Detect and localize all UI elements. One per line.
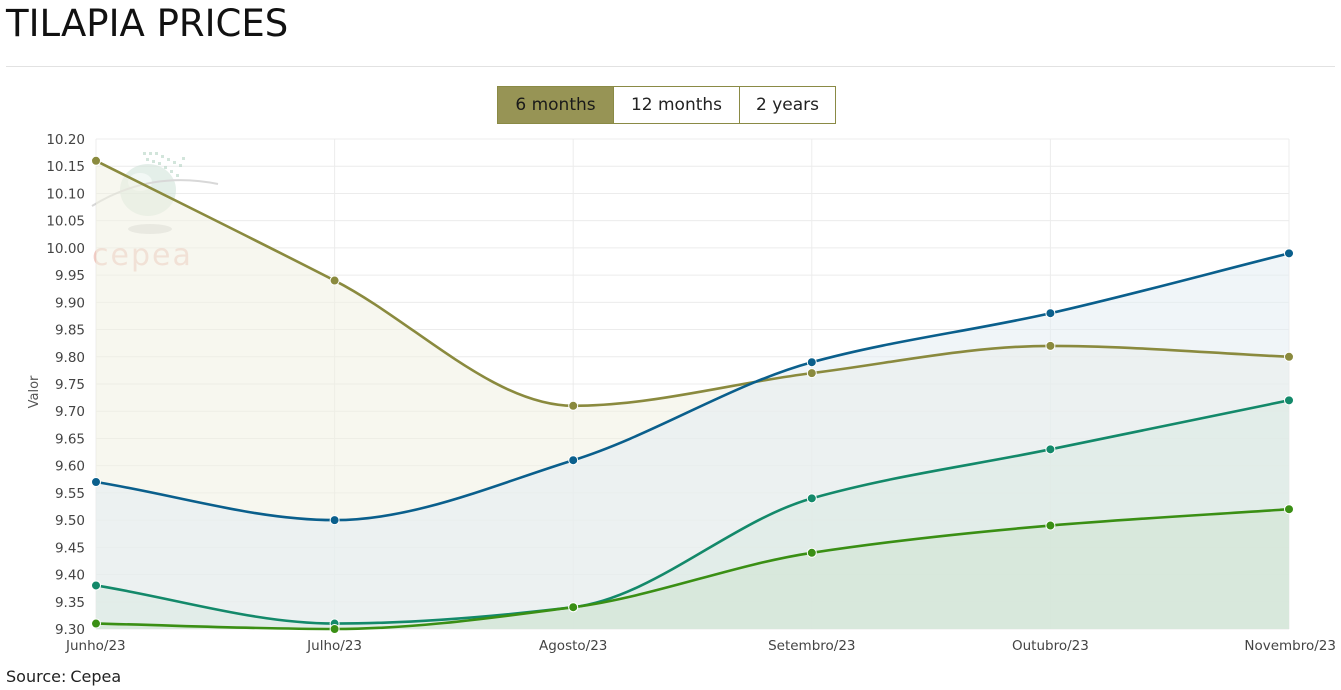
y-tick-label: 9.40 [55,568,85,584]
y-tick-label: 10.15 [46,159,85,175]
y-axis-ticks: 9.30 9.35 9.40 9.45 9.50 9.55 9.60 9.65 9.70 9.75… [46,132,85,638]
series-line-2[interactable] [95,399,1290,625]
data-point-series-3-4[interactable] [1045,520,1056,531]
series-line-1[interactable] [95,252,1290,522]
y-tick-label: 9.60 [55,459,85,475]
x-tick-label: Outubro/23 [1012,638,1089,654]
series-areas [96,160,1289,630]
series-points [91,155,1294,634]
y-tick-label: 9.50 [55,513,85,529]
source-name: Cepea [70,667,122,686]
source-note: Source: Cepea [6,667,121,686]
y-tick-label: 10.20 [46,132,85,148]
x-tick-label: Julho/23 [306,638,362,654]
y-tick-label: 10.10 [46,186,85,202]
data-point-series-2-0[interactable] [91,580,101,591]
y-tick-label: 10.05 [46,214,85,230]
series-line-3[interactable] [95,507,1290,631]
series-line-0[interactable] [95,159,1290,408]
y-tick-label: 9.45 [55,540,85,556]
data-point-series-0-1[interactable] [329,275,340,286]
source-prefix: Source: [6,667,67,686]
range-button-12-months[interactable]: 12 months [613,87,739,123]
data-point-series-3-0[interactable] [91,618,101,629]
data-point-series-0-0[interactable] [91,155,101,166]
data-point-series-2-4[interactable] [1045,444,1056,455]
y-axis-label: Valor [27,375,42,408]
data-point-series-0-3[interactable] [806,368,817,379]
tilapia-price-chart: cepea 9.309.359.409.459.509.559.609.659.… [27,132,1336,654]
data-point-series-1-3[interactable] [806,357,817,368]
y-tick-label: 9.80 [55,350,85,366]
data-point-series-1-0[interactable] [91,477,101,487]
data-point-series-1-2[interactable] [568,455,579,466]
title-divider [6,66,1335,67]
data-point-series-3-5[interactable] [1284,504,1294,515]
y-tick-label: 9.55 [55,486,85,502]
data-point-series-3-2[interactable] [568,602,579,613]
data-point-series-1-4[interactable] [1045,308,1056,319]
data-point-series-3-3[interactable] [806,547,817,558]
y-tick-label: 9.35 [55,595,85,611]
x-tick-label: Agosto/23 [539,638,607,654]
data-point-series-3-1[interactable] [329,624,340,634]
y-tick-label: 9.90 [55,295,85,311]
y-tick-label: 9.30 [55,622,85,638]
x-axis-ticks: Junho/23 Julho/23 Agosto/23 Setembro/23 Outu… [65,638,1336,654]
data-point-series-1-5[interactable] [1284,248,1294,259]
y-tick-label: 9.70 [55,404,85,420]
range-button-2-years[interactable]: 2 years [739,87,835,123]
data-point-series-0-4[interactable] [1045,340,1056,351]
y-tick-label: 9.85 [55,323,85,339]
data-point-series-1-1[interactable] [329,515,340,526]
data-point-series-2-5[interactable] [1284,395,1294,406]
data-point-series-0-2[interactable] [568,400,579,411]
range-toggle: 6 months 12 months 2 years [497,86,836,124]
x-tick-label: Junho/23 [65,638,126,654]
range-button-6-months[interactable]: 6 months [498,87,613,123]
x-tick-label: Novembro/23 [1244,638,1336,654]
page-title: TILAPIA PRICES [6,2,289,45]
y-tick-label: 9.75 [55,377,85,393]
series-lines [95,159,1290,631]
series-area-3 [96,509,1289,629]
y-tick-label: 10.00 [46,241,85,257]
y-tick-label: 9.65 [55,431,85,447]
y-tick-label: 9.95 [55,268,85,284]
x-tick-label: Setembro/23 [768,638,855,654]
data-point-series-0-5[interactable] [1284,351,1294,362]
data-point-series-2-3[interactable] [806,493,817,504]
